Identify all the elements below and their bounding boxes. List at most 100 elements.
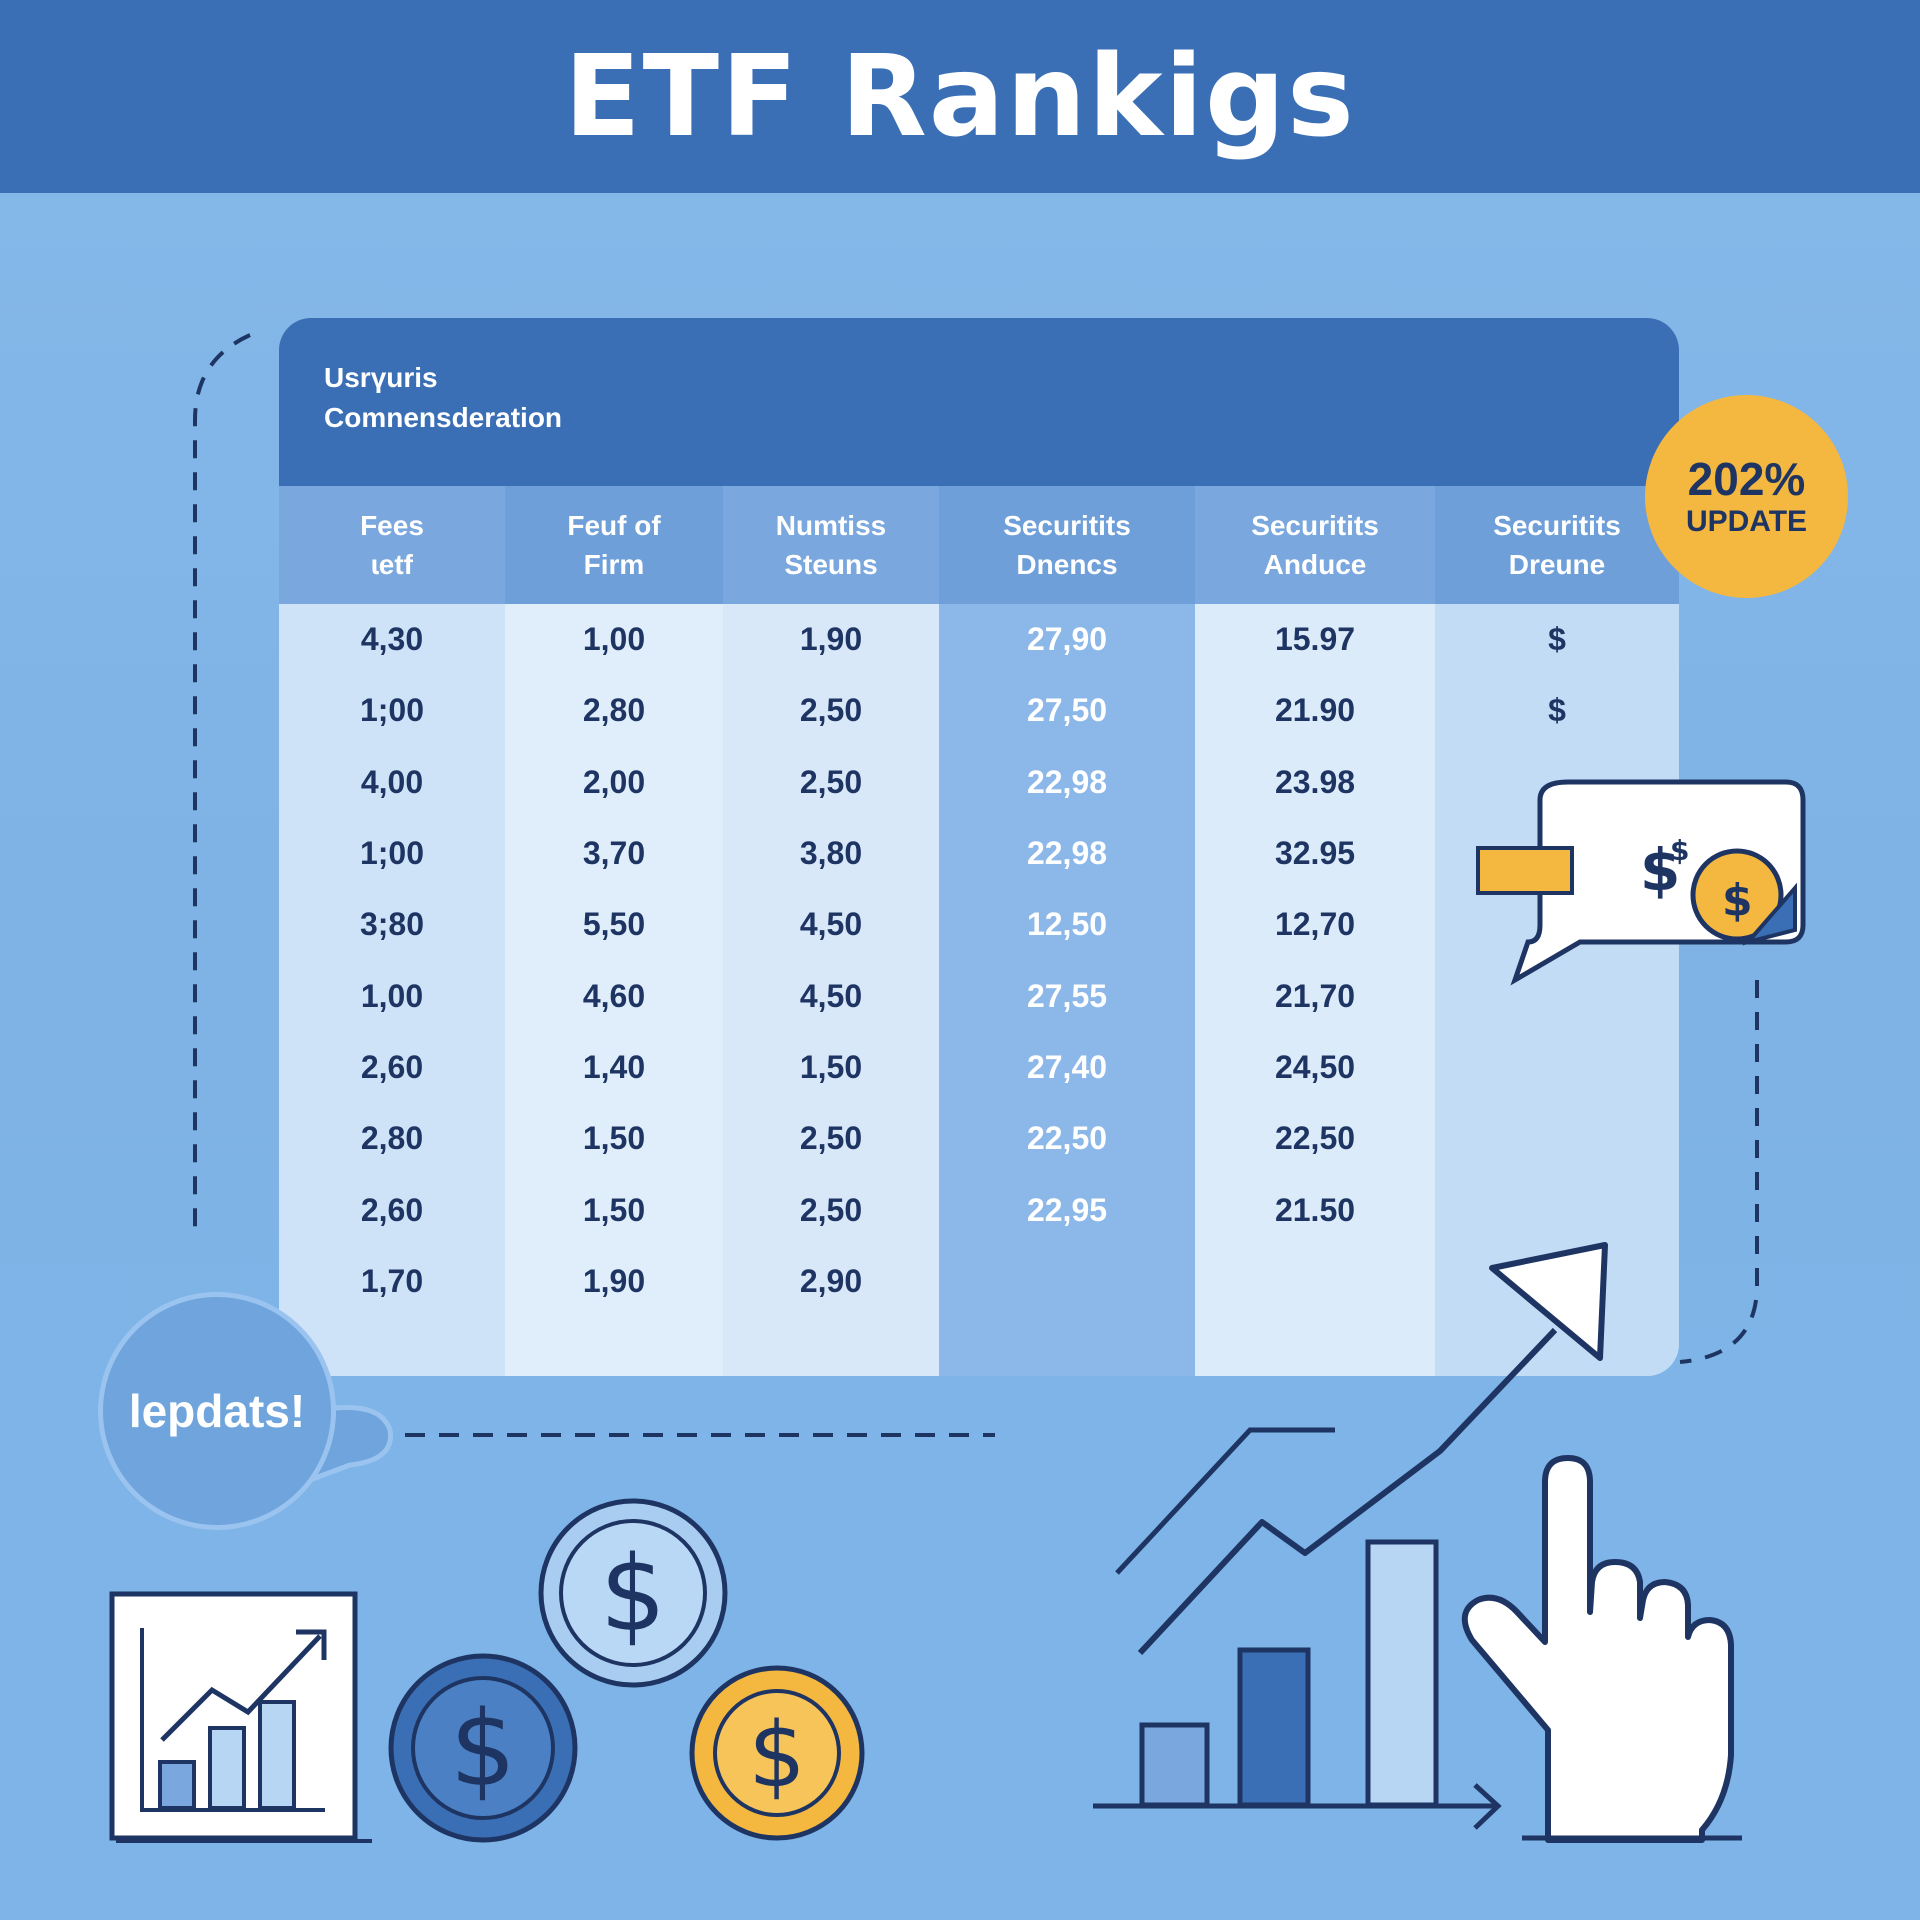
table-cell — [1435, 1031, 1679, 1104]
dashed-connector-left — [193, 333, 251, 1235]
badge-label: UPDATE — [1685, 504, 1808, 538]
column-header[interactable]: Securitits Dreune — [1435, 486, 1679, 604]
table-cell: 15.97 — [1195, 604, 1435, 676]
column-header[interactable]: Securitits Anduce — [1195, 486, 1435, 604]
dollar-coin-icon: $ — [689, 1665, 865, 1841]
table-row-empty — [279, 1316, 1679, 1376]
table-cell: 5,50 — [505, 889, 723, 961]
table-cell: 2,60 — [279, 1174, 505, 1246]
table-cell: 1,00 — [505, 604, 723, 676]
table-row: 2,60 1,50 2,50 22,95 21.50 — [279, 1174, 1679, 1246]
table-row: 3;80 5,50 4,50 12,50 12,70 — [279, 889, 1679, 961]
panel-title-line2: Comnensderation — [324, 402, 563, 433]
column-header[interactable]: Fees ɩetf — [279, 486, 505, 604]
table-cell — [1435, 817, 1679, 890]
table-cell: 3,70 — [505, 817, 723, 890]
table-cell: 2,80 — [279, 1103, 505, 1175]
table-cell: 22,95 — [939, 1174, 1195, 1246]
table-cell — [1435, 889, 1679, 961]
table-cell: 1,50 — [723, 1031, 939, 1104]
table-row: 1;00 2,80 2,50 27,50 21.90 $ — [279, 675, 1679, 747]
svg-text:$: $ — [600, 1533, 666, 1655]
table-row: 2,60 1,40 1,50 27,40 24,50 — [279, 1031, 1679, 1104]
table-cell: 1,50 — [505, 1174, 723, 1246]
table-row: 4,30 1,00 1,90 27,90 15.97 $ — [279, 604, 1679, 676]
table-cell: 1,40 — [505, 1031, 723, 1104]
table-cell: 23.98 — [1195, 746, 1435, 818]
table-cell: 3,80 — [723, 817, 939, 890]
table-cell: 21,70 — [1195, 960, 1435, 1032]
table-cell: 27,40 — [939, 1031, 1195, 1104]
table-cell: 2,50 — [723, 675, 939, 747]
table-cell: 1,90 — [505, 1245, 723, 1317]
dollar-coin-icon: $ — [388, 1653, 578, 1843]
table-cell — [1435, 960, 1679, 1032]
table-cell: 21.50 — [1195, 1174, 1435, 1246]
table-row: 4,00 2,00 2,50 22,98 23.98 — [279, 746, 1679, 818]
column-header[interactable]: Securitits Dnencs — [939, 486, 1195, 604]
table-cell: 24,50 — [1195, 1031, 1435, 1104]
table-header-row: Fees ɩetf Feuf of Firm Numtiss Steuns Secur… — [279, 486, 1679, 604]
table-cell: 27,50 — [939, 675, 1195, 747]
table-cell: 22,50 — [1195, 1103, 1435, 1175]
table-row: 2,80 1,50 2,50 22,50 22,50 — [279, 1103, 1679, 1175]
table-cell: 2,90 — [723, 1245, 939, 1317]
page-title: ETF Rankigs — [564, 31, 1356, 162]
table-row: 1;00 3,70 3,80 22,98 32.95 — [279, 817, 1679, 890]
table-cell: 12,70 — [1195, 889, 1435, 961]
column-header[interactable]: Feuf of Firm — [505, 486, 723, 604]
table-cell — [1435, 746, 1679, 818]
table-row: 1,70 1,90 2,90 — [279, 1245, 1679, 1317]
table-cell — [1435, 1174, 1679, 1246]
table-cell: 2,50 — [723, 1103, 939, 1175]
table-cell: 1,50 — [505, 1103, 723, 1175]
pointing-hand-icon — [1461, 1455, 1742, 1843]
table-cell: 27,55 — [939, 960, 1195, 1032]
bubble-text: lepdats! — [128, 1385, 306, 1437]
panel-title-line1: Usrүuris — [324, 362, 438, 393]
table-cell — [939, 1245, 1195, 1317]
table-cell: 22,50 — [939, 1103, 1195, 1175]
table-cell: $ — [1435, 675, 1679, 747]
bar-chart-icon — [1093, 1539, 1502, 1830]
table-cell: 2,50 — [723, 746, 939, 818]
table-cell: 1;00 — [279, 817, 505, 890]
table-cell: 27,90 — [939, 604, 1195, 676]
table-cell: 12,50 — [939, 889, 1195, 961]
table-cell: 4,50 — [723, 960, 939, 1032]
panel-header: Usrүuris Comnensderation — [279, 318, 1679, 486]
svg-text:$: $ — [1722, 875, 1753, 926]
table-cell — [1435, 1103, 1679, 1175]
table-cell: 1,90 — [723, 604, 939, 676]
table-cell: 2,00 — [505, 746, 723, 818]
rankings-table: Fees ɩetf Feuf of Firm Numtiss Steuns Secur… — [279, 486, 1679, 1376]
dashed-connector-right — [1679, 980, 1759, 1364]
table-cell: 4,60 — [505, 960, 723, 1032]
table-cell: 22,98 — [939, 746, 1195, 818]
table-cell: 1;00 — [279, 675, 505, 747]
chart-frame-icon — [109, 1591, 372, 1843]
table-cell: 1,70 — [279, 1245, 505, 1317]
table-cell: 4,50 — [723, 889, 939, 961]
table-row: 1,00 4,60 4,50 27,55 21,70 — [279, 960, 1679, 1032]
table-cell: 1,00 — [279, 960, 505, 1032]
table-cell: 2,80 — [505, 675, 723, 747]
updates-bubble[interactable]: lepdats! — [98, 1292, 336, 1530]
table-cell — [1195, 1245, 1435, 1317]
rankings-panel: Usrүuris Comnensderation Fees ɩetf Feuf o… — [279, 318, 1679, 1376]
svg-text:$: $ — [748, 1703, 805, 1808]
dollar-coin-icon: $ — [538, 1498, 728, 1688]
table-cell: 3;80 — [279, 889, 505, 961]
update-badge[interactable]: 202% UPDATE — [1645, 395, 1848, 598]
page-header: ETF Rankigs — [0, 0, 1920, 193]
table-cell: 22,98 — [939, 817, 1195, 890]
table-cell — [1435, 1245, 1679, 1317]
table-cell: 4,00 — [279, 746, 505, 818]
column-header[interactable]: Numtiss Steuns — [723, 486, 939, 604]
svg-text:$: $ — [450, 1688, 516, 1810]
table-cell: 21.90 — [1195, 675, 1435, 747]
table-cell: 2,50 — [723, 1174, 939, 1246]
table-cell: $ — [1435, 604, 1679, 676]
badge-percent: 202% — [1687, 452, 1806, 505]
table-cell: 32.95 — [1195, 817, 1435, 890]
